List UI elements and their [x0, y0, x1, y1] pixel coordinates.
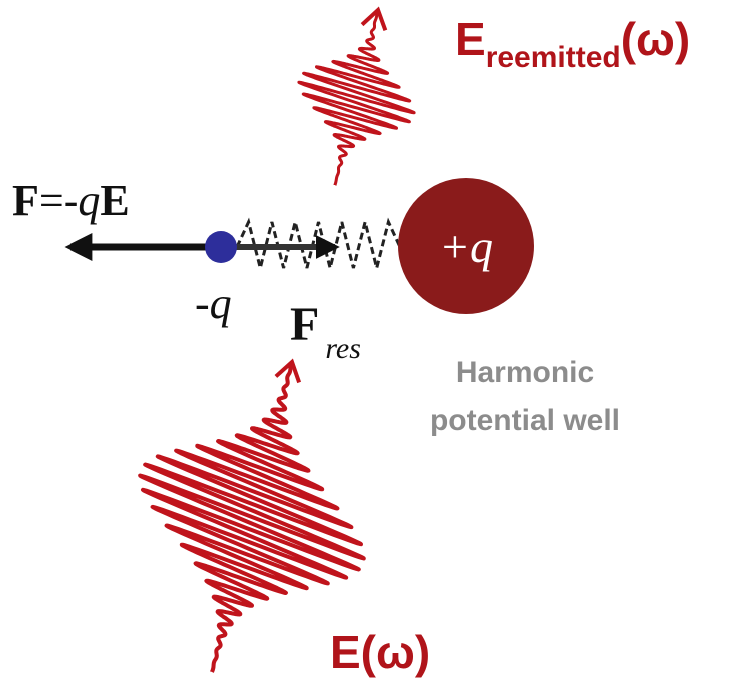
reemitted-field-label: Ereemitted(ω)	[455, 13, 690, 74]
applied-force-label: F=-qE	[12, 176, 130, 225]
electron-label: -q	[195, 279, 232, 328]
wave-packet	[299, 10, 414, 185]
electron	[205, 231, 237, 263]
well-label-line: Harmonic	[456, 356, 594, 389]
well-label-line: potential well	[430, 404, 620, 437]
wave-packets	[140, 10, 414, 672]
diagram: F=-qE -q Fres +q Harmonic potential well…	[0, 0, 753, 687]
incident-field-label: E(ω)	[330, 626, 430, 678]
nucleus-label: +q	[439, 221, 493, 272]
